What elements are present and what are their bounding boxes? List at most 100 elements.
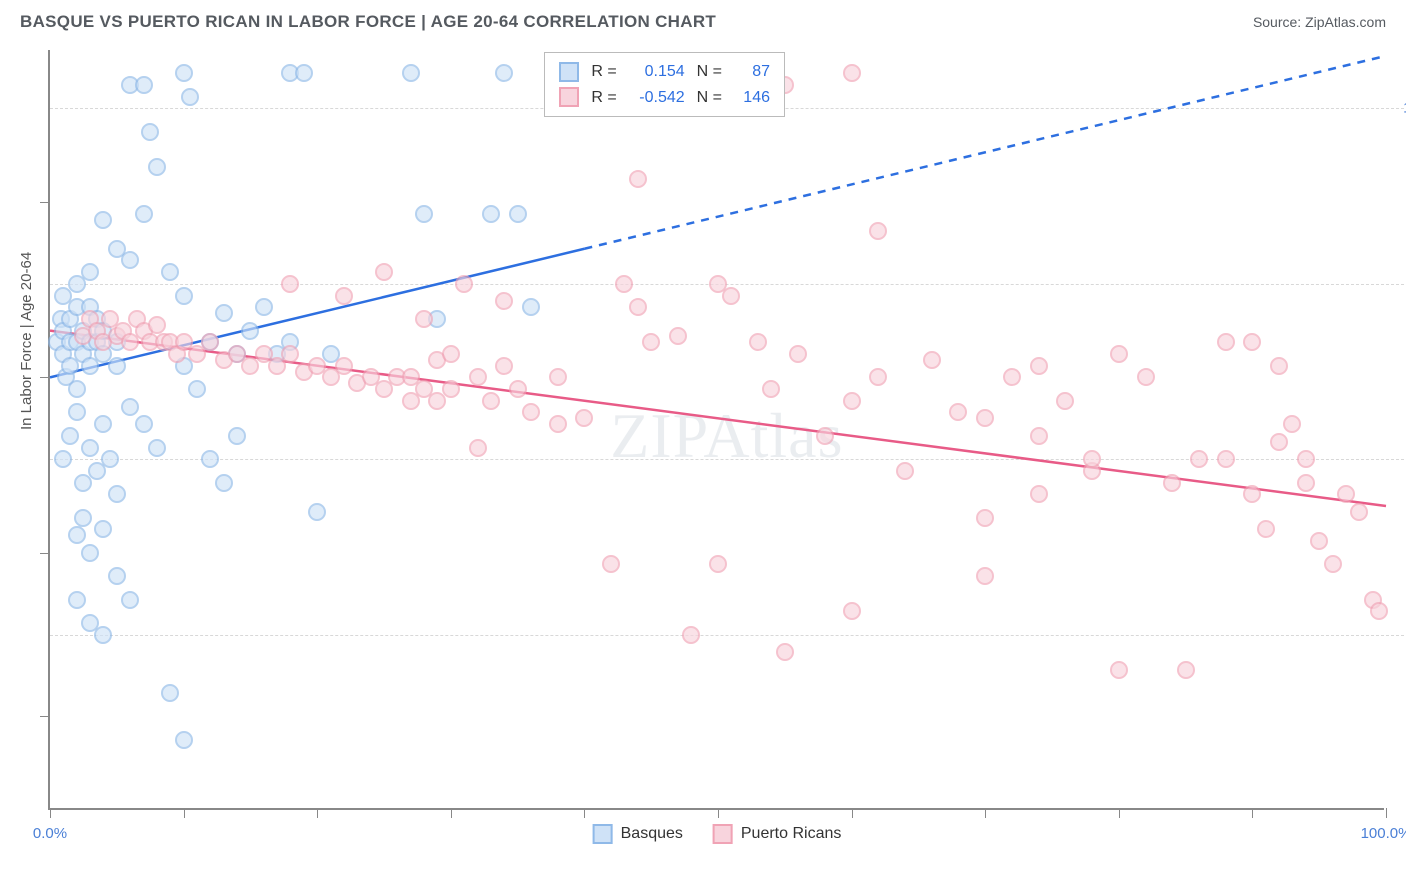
trendlines (50, 50, 1386, 810)
data-point (1177, 661, 1195, 679)
data-point (201, 333, 219, 351)
data-point (522, 298, 540, 316)
data-point (415, 205, 433, 223)
data-point (375, 263, 393, 281)
data-point (161, 263, 179, 281)
data-point (482, 205, 500, 223)
source-label: Source: ZipAtlas.com (1253, 14, 1386, 30)
data-point (188, 380, 206, 398)
data-point (1217, 333, 1235, 351)
data-point (869, 368, 887, 386)
data-point (255, 298, 273, 316)
data-point (308, 503, 326, 521)
data-point (602, 555, 620, 573)
data-point (1083, 450, 1101, 468)
data-point (135, 415, 153, 433)
data-point (629, 298, 647, 316)
legend-label: Basques (621, 825, 683, 843)
data-point (295, 64, 313, 82)
x-tick-mark (317, 808, 318, 818)
data-point (976, 567, 994, 585)
data-point (495, 357, 513, 375)
data-point (94, 415, 112, 433)
x-tick-mark (451, 808, 452, 818)
data-point (1350, 503, 1368, 521)
x-tick-mark (50, 808, 51, 818)
data-point (335, 357, 353, 375)
data-point (415, 310, 433, 328)
data-point (896, 462, 914, 480)
data-point (68, 591, 86, 609)
data-point (469, 368, 487, 386)
x-tick-mark (584, 808, 585, 818)
legend-stats-row: R =0.154N =87 (559, 59, 770, 85)
y-tick-label: 70.0% (1394, 451, 1406, 468)
data-point (762, 380, 780, 398)
data-point (843, 602, 861, 620)
data-point (215, 474, 233, 492)
legend-item: Puerto Ricans (713, 824, 842, 844)
data-point (135, 205, 153, 223)
legend-swatch (593, 824, 613, 844)
chart-title: BASQUE VS PUERTO RICAN IN LABOR FORCE | … (20, 12, 716, 32)
legend-item: Basques (593, 824, 683, 844)
legend-label: Puerto Ricans (741, 825, 842, 843)
data-point (1030, 427, 1048, 445)
x-tick-mark (1252, 808, 1253, 818)
data-point (81, 263, 99, 281)
r-label: R = (591, 59, 616, 85)
legend-swatch (713, 824, 733, 844)
data-point (61, 427, 79, 445)
r-value: -0.542 (629, 85, 685, 111)
data-point (843, 392, 861, 410)
n-value: 146 (734, 85, 770, 111)
x-tick-mark (184, 808, 185, 818)
data-point (228, 427, 246, 445)
data-point (575, 409, 593, 427)
data-point (549, 368, 567, 386)
data-point (94, 520, 112, 538)
data-point (509, 205, 527, 223)
n-label: N = (697, 85, 722, 111)
data-point (175, 731, 193, 749)
legend-swatch (559, 62, 579, 82)
watermark: ZIPAtlas (610, 399, 843, 473)
data-point (1243, 485, 1261, 503)
data-point (141, 123, 159, 141)
data-point (976, 509, 994, 527)
legend-swatch (559, 87, 579, 107)
y-tick-label: 55.0% (1394, 626, 1406, 643)
data-point (949, 403, 967, 421)
data-point (522, 403, 540, 421)
data-point (1030, 357, 1048, 375)
data-point (1110, 345, 1128, 363)
data-point (68, 403, 86, 421)
data-point (1270, 433, 1288, 451)
data-point (148, 316, 166, 334)
data-point (469, 439, 487, 457)
data-point (1337, 485, 1355, 503)
data-point (843, 64, 861, 82)
data-point (1297, 474, 1315, 492)
data-point (629, 170, 647, 188)
data-point (615, 275, 633, 293)
data-point (148, 158, 166, 176)
data-point (789, 345, 807, 363)
data-point (1110, 661, 1128, 679)
data-point (148, 439, 166, 457)
x-tick-mark (852, 808, 853, 818)
gridline-h (50, 635, 1404, 636)
r-value: 0.154 (629, 59, 685, 85)
data-point (108, 567, 126, 585)
data-point (108, 357, 126, 375)
data-point (709, 275, 727, 293)
data-point (335, 287, 353, 305)
data-point (776, 643, 794, 661)
data-point (68, 526, 86, 544)
data-point (101, 450, 119, 468)
x-tick-mark (1119, 808, 1120, 818)
y-tick-label: 100.0% (1394, 100, 1406, 117)
data-point (81, 439, 99, 457)
data-point (1370, 602, 1388, 620)
data-point (121, 251, 139, 269)
